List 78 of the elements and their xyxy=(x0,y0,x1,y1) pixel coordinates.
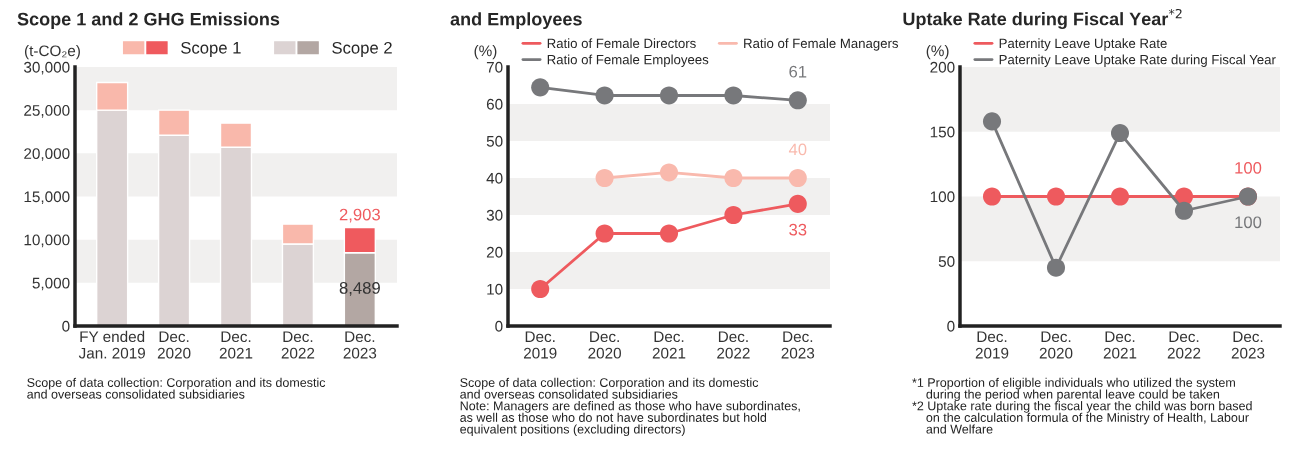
point xyxy=(1046,258,1066,277)
y-tick-label: 20 xyxy=(486,246,503,258)
x-tick-label: Dec. 2020 xyxy=(1039,331,1073,359)
point xyxy=(724,86,743,105)
y-tick-label: 30,000 xyxy=(24,61,70,75)
y-tick-label: 40 xyxy=(486,172,503,184)
legend-label: Ratio of Female Employees xyxy=(547,54,709,67)
y-tick-label: 0 xyxy=(62,320,70,332)
y-tick-label: 20,000 xyxy=(24,148,70,161)
point xyxy=(1110,124,1130,143)
point xyxy=(531,78,550,97)
data-label: 100 xyxy=(1235,216,1262,229)
point xyxy=(595,86,614,105)
data-label: 40 xyxy=(788,143,807,156)
point xyxy=(1174,201,1194,220)
x-tick-label: FY ended Jan. 2019 xyxy=(78,330,145,359)
y-axis-title: (%) xyxy=(474,44,497,60)
data-label: 100 xyxy=(1235,161,1262,174)
chart-title: and Employees xyxy=(450,12,582,30)
x-tick-label: Dec. 2021 xyxy=(652,331,686,359)
point xyxy=(659,163,679,182)
y-tick-label: 200 xyxy=(930,61,955,73)
legend-label: Paternity Leave Uptake Rate xyxy=(999,38,1167,51)
y-tick-label: 100 xyxy=(930,191,955,203)
legend-label: Ratio of Female Managers xyxy=(744,38,899,51)
point xyxy=(595,224,614,243)
data-label: 2,903 xyxy=(339,208,380,223)
x-tick-label: Dec. 2021 xyxy=(1103,331,1137,359)
point xyxy=(1110,187,1130,206)
legend-label: Scope 1 xyxy=(181,41,241,57)
y-axis-title: (t-CO₂e) xyxy=(24,44,80,60)
y-tick-label: 15,000 xyxy=(24,191,70,204)
x-tick-label: Dec. 2022 xyxy=(717,331,750,359)
y-tick-label: 70 xyxy=(486,61,503,73)
legend-label: Ratio of Female Directors xyxy=(547,38,696,49)
text: *1 Proportion of eligible individuals who utilized the system during the period when parental leave could be taken *2 Uptake rate during the fiscal year the child was born based on the calculation formula of the Ministry of Health, Labour and Welfare xyxy=(912,377,1252,434)
data-label: 61 xyxy=(789,65,807,78)
point xyxy=(724,168,743,188)
y-tick-label: 5,000 xyxy=(32,277,70,291)
point xyxy=(659,86,679,105)
point xyxy=(788,194,807,213)
x-tick-label: Dec. 2020 xyxy=(157,331,191,359)
legend-label: Scope 2 xyxy=(332,41,392,57)
y-tick-label: 30 xyxy=(486,209,503,221)
chart-title: Scope 1 and 2 GHG Emissions xyxy=(17,12,280,30)
y-tick-label: 60 xyxy=(486,98,503,110)
x-tick-label: Dec. 2023 xyxy=(781,331,815,359)
point xyxy=(982,112,1002,131)
point xyxy=(531,279,550,299)
y-tick-label: 10 xyxy=(487,283,503,295)
point xyxy=(788,91,807,110)
y-tick-label: 50 xyxy=(938,256,955,267)
legend-label: Paternity Leave Uptake Rate during Fiscal Year xyxy=(999,54,1276,67)
point xyxy=(788,168,807,188)
point xyxy=(595,168,614,188)
chart-title: Uptake Rate during Fiscal Year$^{*2}$ xyxy=(903,8,1182,30)
y-tick-label: 10,000 xyxy=(24,234,70,248)
y-tick-label: 150 xyxy=(930,126,955,138)
text: Scope of data collection: Corporation and its domestic and overseas consolidated subsidiaries xyxy=(27,377,326,399)
y-tick-label: 0 xyxy=(947,320,955,332)
x-tick-label: Dec. 2023 xyxy=(1231,331,1265,359)
x-tick-label: Dec. 2021 xyxy=(219,331,253,359)
point xyxy=(1046,187,1066,206)
x-tick-label: Dec. 2019 xyxy=(975,331,1009,359)
x-tick-label: Dec. 2022 xyxy=(281,331,315,359)
point xyxy=(724,205,743,225)
data-label: 33 xyxy=(789,223,807,236)
text: Scope of data collection: Corporation and its domestic and overseas consolidated subsidiaries Note: Managers are defined as those who have subordinates, as well as those who do not have subordinates but hold equivalent positions (excluding directors) xyxy=(460,377,800,437)
point xyxy=(659,224,679,243)
y-axis-title: (%) xyxy=(926,44,949,60)
point xyxy=(982,187,1002,206)
x-tick-label: Dec. 2020 xyxy=(588,331,621,359)
x-tick-label: Dec. 2023 xyxy=(343,331,377,359)
y-tick-label: 50 xyxy=(486,135,503,147)
x-tick-label: Dec. 2019 xyxy=(523,331,557,359)
x-tick-label: Dec. 2022 xyxy=(1167,331,1201,359)
y-tick-label: 0 xyxy=(495,320,503,332)
y-tick-label: 25,000 xyxy=(24,105,70,118)
